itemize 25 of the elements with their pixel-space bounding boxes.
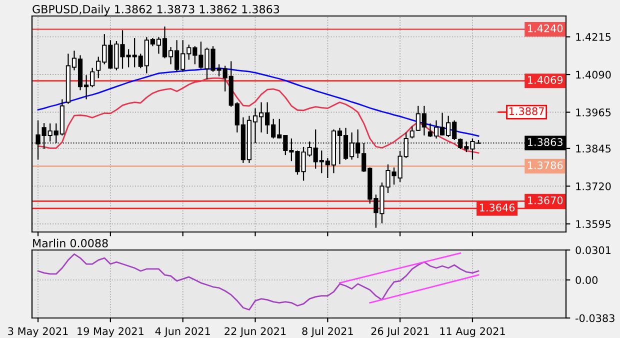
x-tick-label: 26 Jul 2021 bbox=[371, 327, 429, 338]
ref-line-label: 1.4069 bbox=[528, 76, 563, 84]
ref-line-label: 1.3786 bbox=[528, 161, 563, 170]
y-tick-label: 1.4090 bbox=[576, 70, 611, 79]
ref-line-label: 1.4240 bbox=[528, 24, 563, 32]
y-tick-label: 1.3595 bbox=[576, 220, 611, 228]
y-tick-label: -0.0383 bbox=[576, 314, 614, 322]
chart-title: Marlin 0.0088 bbox=[33, 238, 108, 248]
y-tick-label: 1.4215 bbox=[576, 33, 611, 41]
x-tick-label: 4 Jun 2021 bbox=[155, 327, 210, 338]
y-tick-label: 1.3965 bbox=[576, 108, 611, 116]
y-tick-label: 0.00 bbox=[576, 276, 598, 284]
x-tick-label: 3 May 2021 bbox=[8, 327, 68, 338]
y-tick-label: 0.0301 bbox=[576, 246, 611, 254]
ref-line-label: 1.3670 bbox=[528, 196, 563, 204]
chart-title: GBPUSD,Daily 1.3862 1.3873 1.3862 1.3863 bbox=[32, 4, 280, 16]
x-tick-label: 22 Jun 2021 bbox=[224, 327, 286, 338]
ref-line-label: 1.3646 bbox=[480, 204, 515, 212]
y-tick-label: 1.3720 bbox=[576, 182, 611, 190]
x-tick-label: 8 Jul 2021 bbox=[302, 327, 353, 338]
ref-line-label: 1.3863 bbox=[528, 138, 562, 146]
y-tick-label: 1.3845 bbox=[576, 144, 611, 153]
x-tick-label: 11 Aug 2021 bbox=[440, 327, 505, 338]
x-tick-label: 19 May 2021 bbox=[78, 327, 144, 338]
text: 1.3887 bbox=[509, 107, 544, 116]
